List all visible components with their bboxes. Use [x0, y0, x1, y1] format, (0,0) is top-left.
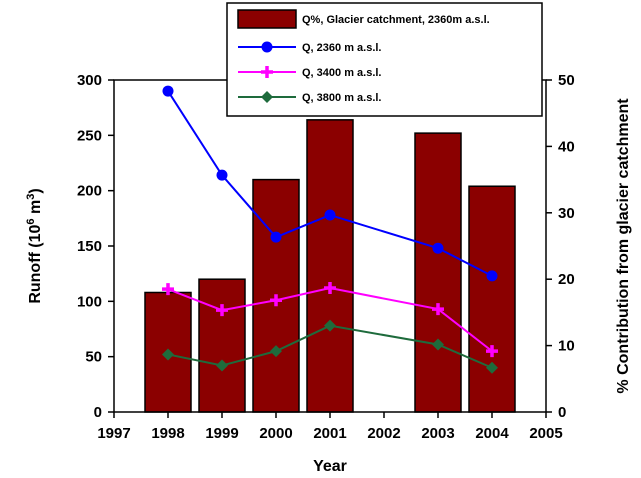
x-tick-label-1997: 1997: [97, 425, 130, 442]
x-tick-label-2001: 2001: [313, 425, 346, 442]
legend-marker-3: [261, 91, 273, 103]
series-line-3: [167, 324, 493, 369]
legend-swatch-bars: [237, 9, 297, 29]
y-tick-label-200: 200: [77, 183, 102, 200]
series-1-point-2004: [486, 270, 498, 282]
x-tick-label-2003: 2003: [421, 425, 454, 442]
lines-layer: [162, 85, 498, 374]
y-tick-label-150: 150: [77, 238, 102, 255]
x-tick-label-2000: 2000: [259, 425, 292, 442]
y-tick-label-300: 300: [77, 72, 102, 89]
y-axis-title: Runoff (106 m3): [25, 188, 44, 303]
bars-layer: [144, 119, 516, 413]
bar-1999: [198, 278, 246, 413]
series-3-point-2000: [270, 345, 282, 358]
series-2-point-2001: [324, 282, 336, 295]
y-tick-label-250: 250: [77, 127, 102, 144]
series-3-point-2003: [432, 338, 444, 351]
series-1-point-2003: [432, 242, 444, 254]
series-2-point-1999: [216, 304, 228, 317]
series-2-point-2003: [432, 303, 444, 316]
series-1-point-2001: [324, 209, 336, 221]
axes-layer: 1997 1998 1999 2000 2001 2002 2003 2004 20050501…: [77, 72, 575, 442]
y-tick-label-100: 100: [77, 293, 102, 310]
legend-label-2: Q, 3400 m a.s.l.: [302, 67, 382, 79]
y-tick-label-50: 50: [85, 349, 102, 366]
bar-2001: [306, 119, 354, 413]
y-right-tick-label-50: 50: [558, 72, 575, 89]
x-tick-label-2005: 2005: [529, 425, 562, 442]
y-right-tick-label-30: 30: [558, 205, 575, 222]
y-right-tick-label-10: 10: [558, 338, 575, 355]
x-tick-label-1999: 1999: [205, 425, 238, 442]
series-1-point-1999: [216, 169, 228, 181]
bar-2004: [468, 185, 516, 413]
series-1-point-1998: [162, 85, 174, 97]
series-2-point-2000: [270, 294, 282, 307]
series-2-point-2004: [486, 345, 498, 358]
x-tick-label-2002: 2002: [367, 425, 400, 442]
series-line-2: [167, 287, 493, 352]
legend-marker-2: [261, 66, 273, 78]
series-3-point-1998: [162, 348, 174, 361]
series-2-point-1998: [162, 283, 174, 296]
y-right-tick-label-0: 0: [558, 404, 566, 421]
legend-label-3: Q, 3800 m a.s.l.: [302, 92, 382, 104]
x-tick-label-1998: 1998: [151, 425, 184, 442]
y-tick-label-0: 0: [94, 404, 102, 421]
series-1-point-2000: [270, 231, 282, 243]
y-right-tick-label-20: 20: [558, 271, 575, 288]
series-3-point-2001: [324, 319, 336, 332]
x-axis-title: Year: [313, 458, 347, 475]
legend-label-1: Q, 2360 m a.s.l.: [302, 42, 382, 54]
series-line-1: [167, 90, 493, 277]
x-tick-label-2004: 2004: [475, 425, 509, 442]
series-3-point-2004: [486, 361, 498, 374]
legend-series: Q, 2360 m a.s.l. Q, 3400 m a.s.l. Q, 3800 …: [238, 41, 382, 104]
y-right-tick-label-40: 40: [558, 138, 575, 155]
legend-marker-1: [261, 41, 273, 53]
series-3-point-1999: [216, 359, 228, 372]
legend: Q%, Glacier catchment, 2360m a.s.l. Q, 2…: [226, 2, 543, 117]
bar-2003: [414, 132, 462, 413]
y-axis-right-title: % Contribution from glacier catchment: [615, 98, 632, 394]
legend-label-bars: Q%, Glacier catchment, 2360m a.s.l.: [302, 14, 490, 26]
